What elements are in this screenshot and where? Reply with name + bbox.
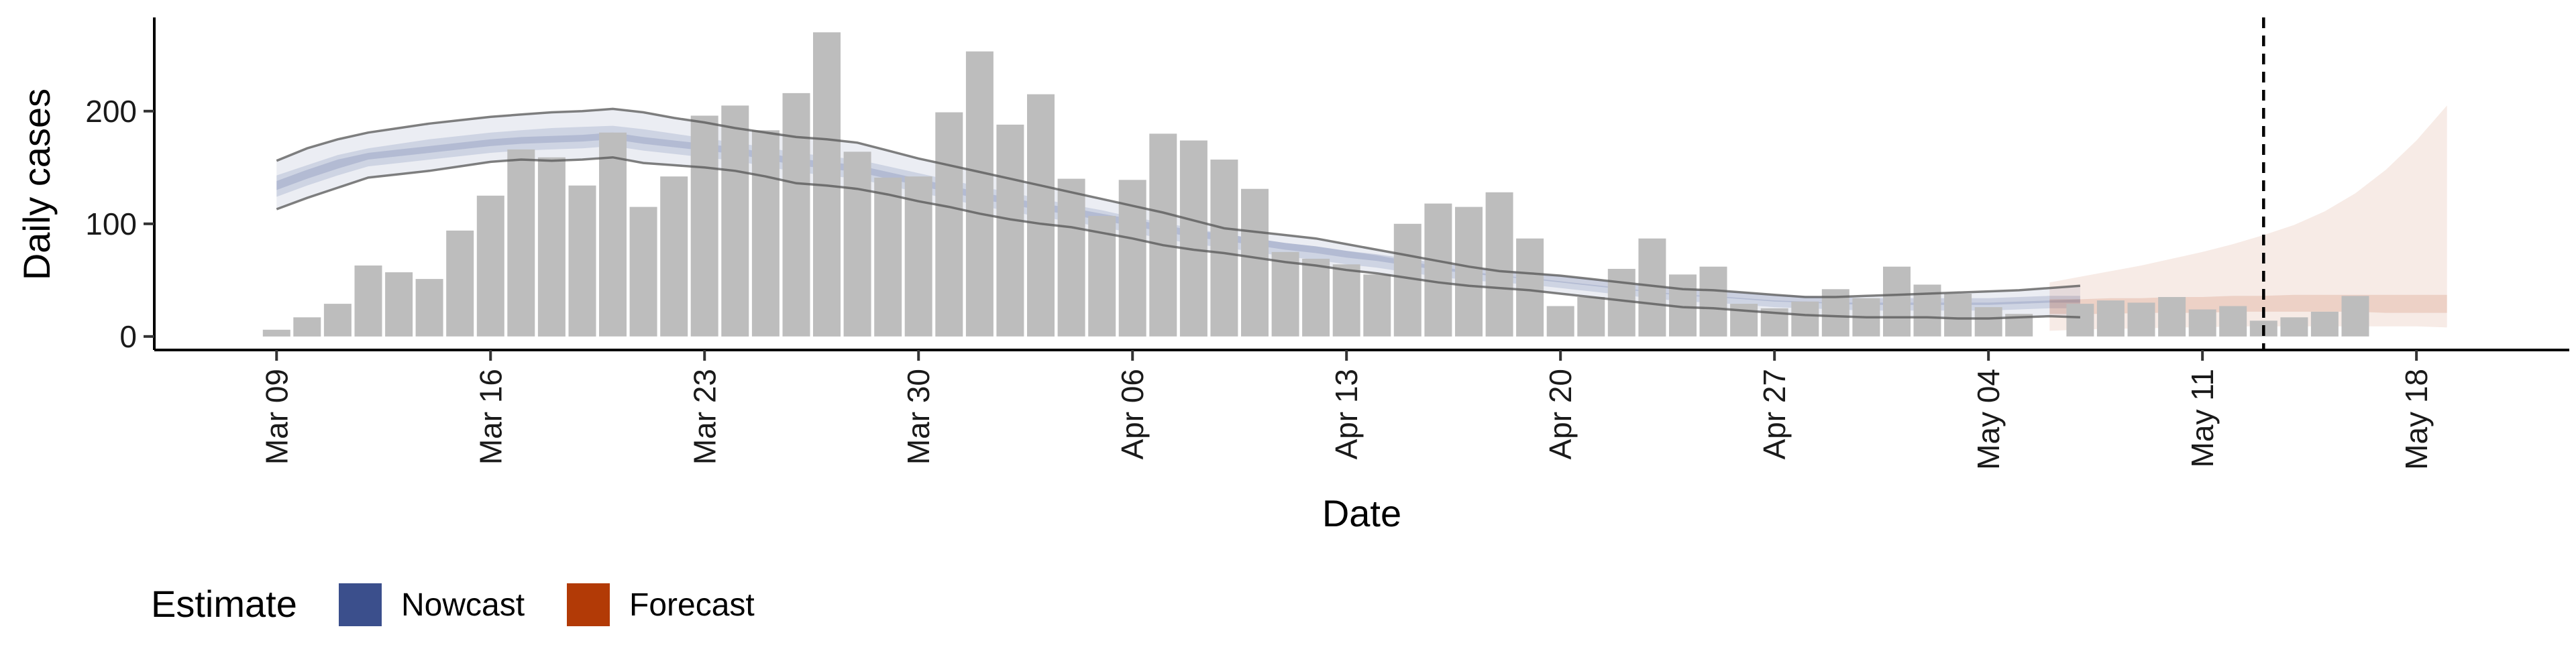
case-bar bbox=[1088, 216, 1116, 337]
case-bar bbox=[629, 207, 657, 337]
case-bar bbox=[1485, 192, 1513, 337]
case-bar bbox=[293, 317, 321, 337]
case-bar bbox=[2096, 300, 2125, 337]
case-bar bbox=[2310, 311, 2339, 337]
axes-layer: 0 100 200 Mar 09 Mar 16 Mar 23 Mar 30 Apr 06 Apr… bbox=[85, 17, 2569, 470]
case-bar bbox=[262, 329, 290, 337]
case-bar bbox=[1577, 297, 1605, 337]
case-bar bbox=[751, 130, 780, 337]
case-bar bbox=[1699, 266, 1727, 337]
case-bar bbox=[1302, 258, 1330, 337]
legend-label-forecast: Forecast bbox=[629, 587, 755, 623]
case-bar bbox=[1883, 266, 1911, 337]
case-bar bbox=[385, 272, 413, 337]
case-bar bbox=[2127, 302, 2155, 337]
x-tick-label: Mar 30 bbox=[901, 369, 936, 465]
case-bar bbox=[1271, 251, 1299, 337]
case-bar bbox=[568, 185, 596, 337]
x-tick-label: May 11 bbox=[2185, 369, 2220, 467]
case-bar bbox=[354, 266, 382, 337]
case-bar bbox=[1363, 274, 1391, 337]
case-bar bbox=[1241, 188, 1269, 337]
x-tick-label: Apr 20 bbox=[1543, 369, 1578, 460]
case-bar bbox=[1516, 238, 1544, 337]
case-bar bbox=[415, 279, 443, 337]
y-tick-label: 100 bbox=[85, 207, 137, 241]
case-bar bbox=[599, 132, 627, 337]
case-bar bbox=[1944, 294, 1972, 337]
case-bar bbox=[2341, 296, 2369, 337]
case-bar bbox=[1332, 264, 1360, 337]
case-bar bbox=[2188, 309, 2216, 337]
case-bar bbox=[935, 112, 963, 337]
case-bar bbox=[1210, 160, 1238, 337]
case-bar bbox=[446, 230, 474, 337]
nowcast-upper-line bbox=[276, 107, 2081, 298]
y-tick-label: 0 bbox=[119, 319, 137, 354]
x-tick-label: Mar 09 bbox=[259, 369, 294, 465]
case-bar bbox=[1791, 301, 1819, 337]
y-tick-label: 200 bbox=[85, 94, 137, 129]
legend-label-nowcast: Nowcast bbox=[401, 587, 525, 623]
case-bar bbox=[874, 177, 902, 337]
x-tick-label: Mar 16 bbox=[473, 369, 508, 465]
case-bar bbox=[1546, 306, 1574, 337]
case-bar bbox=[782, 93, 810, 337]
case-bar bbox=[507, 149, 535, 337]
case-bar bbox=[965, 51, 994, 337]
nowcast-lower-line bbox=[276, 156, 2080, 320]
x-axis-title: Date bbox=[1322, 492, 1401, 534]
forecast-ci90-band bbox=[2049, 105, 2447, 331]
nowcast-ci50-band bbox=[276, 125, 2080, 311]
case-bar bbox=[537, 157, 566, 337]
case-bar bbox=[2280, 317, 2308, 337]
case-bar bbox=[843, 152, 871, 337]
x-tick-label: Apr 27 bbox=[1757, 369, 1792, 460]
case-bar bbox=[1149, 133, 1177, 337]
case-bar bbox=[1179, 140, 1208, 337]
case-bar bbox=[1607, 269, 1635, 337]
x-tick-label: May 18 bbox=[2399, 369, 2434, 470]
legend-swatch-nowcast bbox=[339, 583, 382, 626]
case-bar bbox=[996, 124, 1024, 337]
case-bar bbox=[660, 176, 688, 337]
case-bar bbox=[323, 304, 352, 337]
legend-title: Estimate bbox=[151, 583, 297, 625]
legend-swatch-forecast bbox=[567, 583, 610, 626]
x-tick-label: Apr 13 bbox=[1329, 369, 1364, 460]
case-bar bbox=[690, 115, 718, 337]
x-tick-label: Apr 06 bbox=[1115, 369, 1150, 460]
legend: Estimate Nowcast Forecast bbox=[151, 583, 755, 626]
case-bar bbox=[2158, 297, 2186, 337]
case-bar bbox=[721, 105, 749, 337]
interval-line-layer bbox=[276, 107, 2081, 320]
case-bar bbox=[476, 195, 504, 337]
case-bar bbox=[1424, 203, 1452, 337]
case-bar bbox=[2066, 304, 2094, 337]
y-axis-title: Daily cases bbox=[15, 89, 58, 280]
case-bar bbox=[2219, 306, 2247, 337]
case-bar bbox=[1974, 307, 2002, 337]
case-bar bbox=[1455, 207, 1483, 337]
case-bar bbox=[1027, 94, 1055, 337]
x-tick-label: Mar 23 bbox=[687, 369, 722, 465]
x-tick-label: May 04 bbox=[1971, 369, 2006, 470]
case-bar bbox=[1057, 178, 1085, 337]
